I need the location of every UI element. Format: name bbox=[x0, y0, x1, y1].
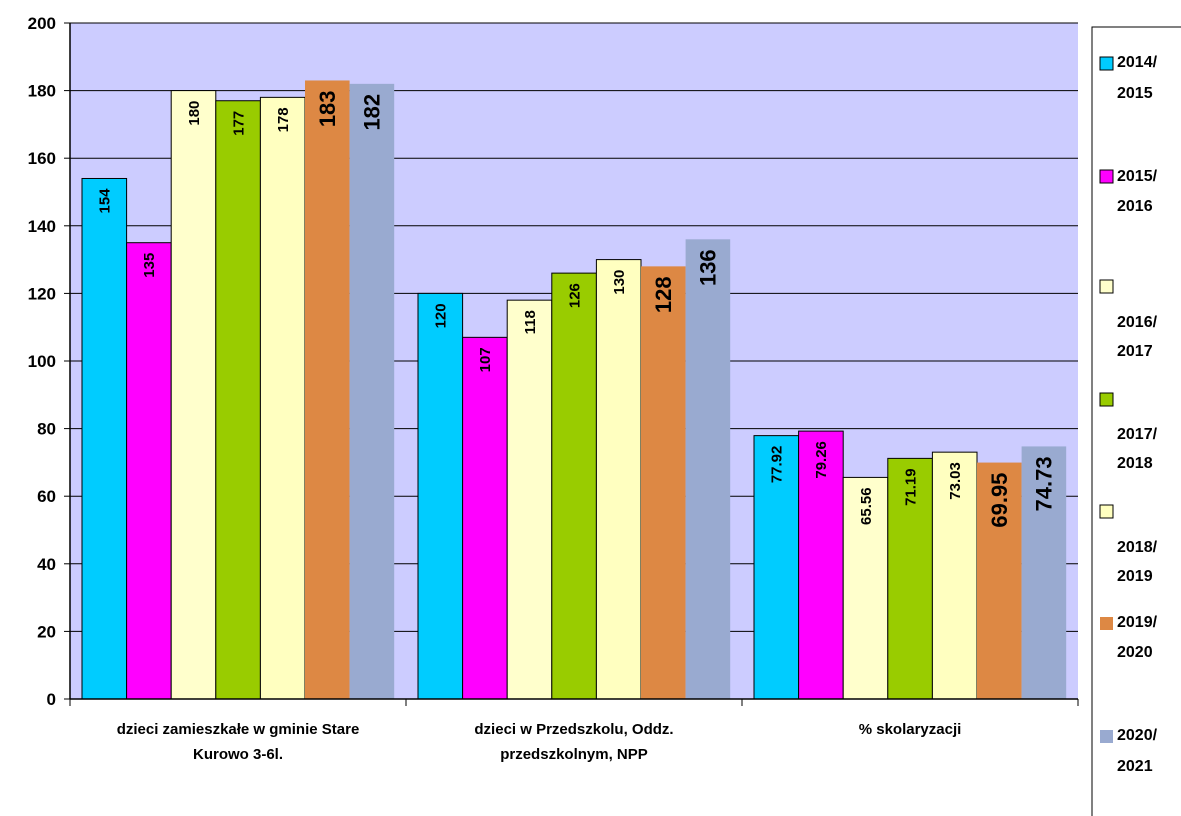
x-category-label: Kurowo 3-6l. bbox=[193, 746, 283, 763]
data-label: 65.56 bbox=[858, 487, 875, 525]
bar bbox=[1021, 446, 1067, 699]
bar bbox=[753, 435, 800, 700]
y-axis-ticks: 0 20 40 60 80 100 120 140 160 180 200 bbox=[28, 14, 56, 709]
data-label: 180 bbox=[186, 101, 203, 126]
bar bbox=[305, 80, 350, 699]
legend-label: 2020/ bbox=[1117, 727, 1158, 744]
data-label: 71.19 bbox=[902, 468, 919, 506]
bar bbox=[349, 83, 395, 700]
legend-label: 2018 bbox=[1117, 455, 1153, 472]
data-label: 126 bbox=[566, 283, 583, 308]
data-label: 178 bbox=[275, 107, 292, 132]
bars bbox=[81, 80, 1067, 700]
legend-label: 2016/ bbox=[1117, 314, 1158, 331]
bar bbox=[977, 462, 1022, 699]
x-category-label: dzieci zamieszkałe w gminie Stare bbox=[117, 721, 360, 738]
data-label: 73.03 bbox=[947, 462, 964, 500]
x-category-label: % skolaryzacji bbox=[859, 721, 962, 738]
data-label: 136 bbox=[696, 249, 721, 286]
bar bbox=[81, 177, 128, 700]
y-tick-label: 160 bbox=[28, 149, 56, 168]
legend-label: 2017 bbox=[1117, 343, 1153, 360]
legend-swatch bbox=[1099, 392, 1114, 407]
legend-label: 2018/ bbox=[1117, 539, 1158, 556]
y-tick-label: 40 bbox=[37, 555, 56, 574]
legend-swatch bbox=[1099, 504, 1114, 519]
data-label: 130 bbox=[611, 270, 628, 295]
data-label: 135 bbox=[141, 253, 158, 278]
legend-label: 2017/ bbox=[1117, 426, 1158, 443]
bar bbox=[259, 96, 306, 700]
data-label: 79.26 bbox=[813, 441, 830, 479]
data-label: 118 bbox=[522, 310, 539, 334]
data-label: 69.95 bbox=[987, 473, 1012, 528]
y-tick-label: 0 bbox=[47, 690, 56, 709]
data-label: 107 bbox=[477, 347, 494, 372]
legend-label: 2016 bbox=[1117, 198, 1153, 215]
legend-swatch bbox=[1100, 730, 1113, 743]
y-tick-label: 180 bbox=[28, 82, 56, 101]
legend-label: 2014/ bbox=[1117, 54, 1158, 71]
bar bbox=[842, 476, 889, 700]
legend-swatch bbox=[1099, 169, 1114, 184]
bar bbox=[931, 451, 978, 700]
data-label: 177 bbox=[230, 111, 247, 136]
y-tick-label: 20 bbox=[37, 622, 56, 641]
bar-labels: 154 120 77.92 135 107 79.26 180 118 65.56 177 126 7… bbox=[97, 90, 1057, 527]
axes bbox=[64, 22, 1079, 706]
x-category-label: dzieci w Przedszkolu, Oddz. bbox=[474, 721, 673, 738]
y-tick-label: 120 bbox=[28, 284, 56, 303]
legend-label: 2015 bbox=[1117, 85, 1153, 102]
bar bbox=[685, 239, 731, 699]
data-label: 128 bbox=[651, 276, 676, 313]
legend-label: 2021 bbox=[1117, 758, 1153, 775]
legend-label: 2015/ bbox=[1117, 168, 1158, 185]
legend-label: 2020 bbox=[1117, 644, 1153, 661]
bar bbox=[641, 266, 686, 699]
data-label: 154 bbox=[97, 188, 114, 214]
y-tick-label: 60 bbox=[37, 487, 56, 506]
legend-label: 2019 bbox=[1117, 568, 1153, 585]
y-tick-label: 80 bbox=[37, 420, 56, 439]
bar bbox=[170, 90, 217, 700]
x-category-label: przedszkolnym, NPP bbox=[500, 746, 648, 763]
y-tick-label: 140 bbox=[28, 217, 56, 236]
legend: 2014/2015 2015/2016 2016/2017 2017/2018 2018… bbox=[1091, 26, 1181, 816]
bar bbox=[551, 272, 597, 700]
data-label: 74.73 bbox=[1032, 456, 1057, 511]
x-axis-categories: dzieci zamieszkałe w gminie Stare Kurowo … bbox=[117, 721, 962, 763]
y-tick-label: 100 bbox=[28, 352, 56, 371]
bar bbox=[506, 299, 553, 700]
legend-swatch bbox=[1099, 279, 1114, 294]
bar bbox=[215, 100, 261, 700]
bar bbox=[417, 292, 464, 700]
legend-label: 2019/ bbox=[1117, 614, 1158, 631]
data-label: 182 bbox=[360, 94, 385, 131]
legend-swatch bbox=[1099, 56, 1114, 71]
bar bbox=[595, 259, 642, 700]
bar bbox=[126, 242, 172, 700]
data-label: 183 bbox=[315, 90, 340, 127]
data-label: 77.92 bbox=[769, 446, 786, 484]
bar bbox=[462, 336, 508, 700]
legend-swatch bbox=[1100, 617, 1113, 630]
legend-box bbox=[1091, 26, 1181, 816]
y-tick-label: 200 bbox=[28, 14, 56, 33]
data-label: 120 bbox=[433, 303, 450, 328]
